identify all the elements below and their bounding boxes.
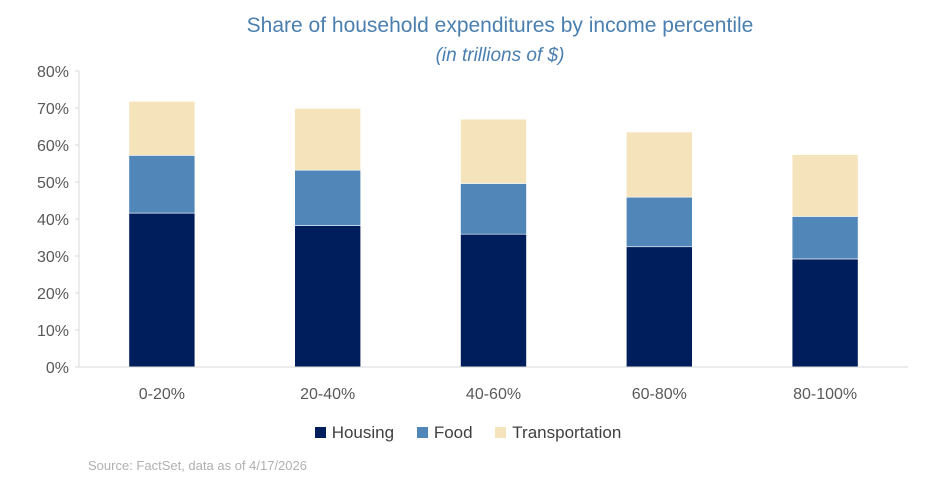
y-tick-label: 40% [37,212,69,229]
legend-label: Housing [331,423,395,442]
y-tick-label: 60% [37,138,69,155]
bar-housing [791,258,859,368]
x-tick-label: 40-60% [466,386,521,403]
bar-housing [128,212,196,368]
legend-item-housing: Housing [314,423,395,442]
source-note: Source: FactSet, data as of 4/17/2026 [88,458,307,473]
y-tick-label: 70% [37,101,69,118]
bar-transportation [791,154,859,217]
x-tick-label: 0-20% [139,386,185,403]
bar-food [128,155,196,214]
bar-transportation [128,101,196,156]
x-tick-label: 80-100% [793,386,857,403]
x-tick-label: 60-80% [632,386,687,403]
legend-item-food: Food [416,423,473,442]
chart-title: Share of household expenditures by incom… [246,14,754,37]
y-tick-label: 0% [46,360,69,377]
bar-food [791,216,859,260]
bar-food [294,169,362,226]
x-tick-label: 20-40% [300,386,355,403]
legend-swatch [416,427,428,438]
legend-label: Food [433,423,473,442]
chart-subtitle: (in trillions of $) [435,45,565,66]
legend: Housing Food Transportation [0,423,936,443]
y-tick-label: 10% [37,323,69,340]
bar-transportation [460,118,527,184]
y-tick-label: 50% [37,175,69,192]
bar-transportation [294,108,362,171]
legend-swatch [314,427,326,438]
bar-food [625,196,693,248]
y-tick-label: 80% [37,64,69,81]
bar-housing [294,225,362,368]
bar-housing [460,233,527,368]
bar-transportation [625,131,693,198]
y-tick-label: 30% [37,249,69,266]
legend-label: Transportation [512,423,622,442]
bar-food [460,183,527,235]
legend-swatch [495,427,507,438]
y-tick-label: 20% [37,286,69,303]
bar-housing [625,246,693,368]
legend-item-transportation: Transportation [495,423,621,442]
